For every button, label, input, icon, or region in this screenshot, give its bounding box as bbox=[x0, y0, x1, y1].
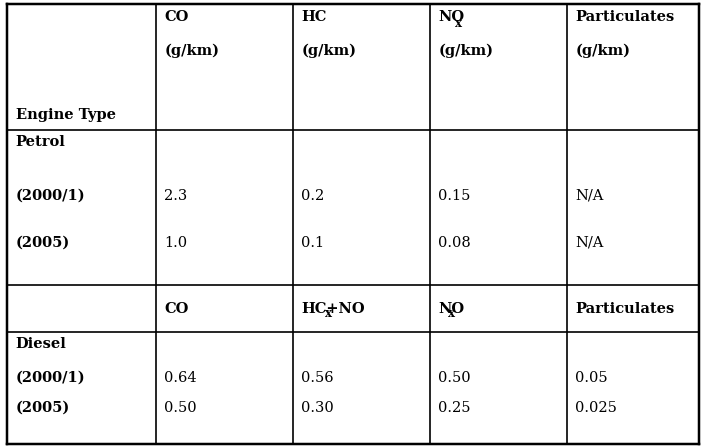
Text: 2.3: 2.3 bbox=[164, 189, 188, 203]
Text: NO: NO bbox=[438, 10, 465, 24]
Text: 0.50: 0.50 bbox=[438, 371, 471, 385]
Text: 0.08: 0.08 bbox=[438, 236, 471, 250]
Text: 0.1: 0.1 bbox=[301, 236, 324, 250]
Text: (g/km): (g/km) bbox=[164, 43, 220, 58]
Text: HC+NO: HC+NO bbox=[301, 302, 365, 315]
Text: x: x bbox=[455, 17, 462, 30]
Text: Particulates: Particulates bbox=[575, 302, 674, 315]
Text: 0.64: 0.64 bbox=[164, 371, 197, 385]
Text: 0.025: 0.025 bbox=[575, 401, 617, 415]
Text: Engine Type: Engine Type bbox=[16, 108, 116, 121]
Text: 0.2: 0.2 bbox=[301, 189, 325, 203]
Text: (2000/1): (2000/1) bbox=[16, 371, 85, 385]
Text: (2005): (2005) bbox=[16, 236, 70, 250]
Text: 0.25: 0.25 bbox=[438, 401, 471, 415]
Text: Petrol: Petrol bbox=[16, 135, 66, 149]
Text: HC: HC bbox=[301, 10, 327, 24]
Text: 0.05: 0.05 bbox=[575, 371, 608, 385]
Text: (g/km): (g/km) bbox=[575, 43, 630, 58]
Text: (2000/1): (2000/1) bbox=[16, 189, 85, 203]
Text: N/A: N/A bbox=[575, 189, 604, 203]
Text: Diesel: Diesel bbox=[16, 337, 66, 351]
Text: N/A: N/A bbox=[575, 236, 604, 250]
Text: 0.30: 0.30 bbox=[301, 401, 334, 415]
Text: (g/km): (g/km) bbox=[438, 43, 493, 58]
Text: 1.0: 1.0 bbox=[164, 236, 187, 250]
Text: Particulates: Particulates bbox=[575, 10, 674, 24]
Text: x: x bbox=[448, 307, 455, 320]
Text: 0.56: 0.56 bbox=[301, 371, 334, 385]
Text: x: x bbox=[325, 307, 333, 320]
Text: NO: NO bbox=[438, 302, 465, 315]
Text: CO: CO bbox=[164, 10, 189, 24]
Text: CO: CO bbox=[164, 302, 189, 315]
Text: 0.15: 0.15 bbox=[438, 189, 471, 203]
Text: (2005): (2005) bbox=[16, 401, 70, 415]
Text: 0.50: 0.50 bbox=[164, 401, 197, 415]
Text: (g/km): (g/km) bbox=[301, 43, 357, 58]
